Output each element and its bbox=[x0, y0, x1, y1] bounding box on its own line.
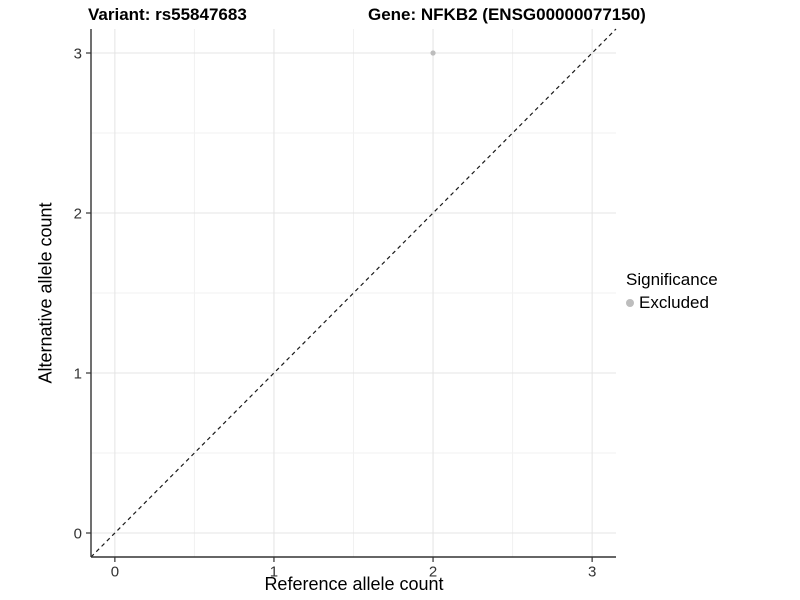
y-axis-title: Alternative allele count bbox=[35, 202, 56, 384]
x-tick-label: 0 bbox=[111, 563, 119, 580]
y-tick-label: 1 bbox=[74, 365, 82, 382]
x-axis-title: Reference allele count bbox=[264, 574, 444, 594]
y-tick-label: 0 bbox=[74, 525, 82, 542]
plot-title-gene: Gene: NFKB2 (ENSG00000077150) bbox=[368, 5, 646, 24]
x-tick-label: 3 bbox=[588, 563, 596, 580]
legend-item-label: Excluded bbox=[639, 293, 709, 312]
data-point bbox=[430, 50, 436, 56]
y-tick-label: 3 bbox=[74, 45, 82, 62]
y-tick-label: 2 bbox=[74, 205, 82, 222]
legend-title: Significance bbox=[626, 270, 718, 289]
x-tick-label: 1 bbox=[270, 563, 278, 580]
plot-title-variant: Variant: rs55847683 bbox=[88, 5, 247, 24]
x-tick-label: 2 bbox=[429, 563, 437, 580]
excluded-point-icon bbox=[626, 299, 634, 307]
legend-item-excluded: Excluded bbox=[626, 293, 718, 313]
legend: Significance Excluded bbox=[626, 270, 718, 313]
